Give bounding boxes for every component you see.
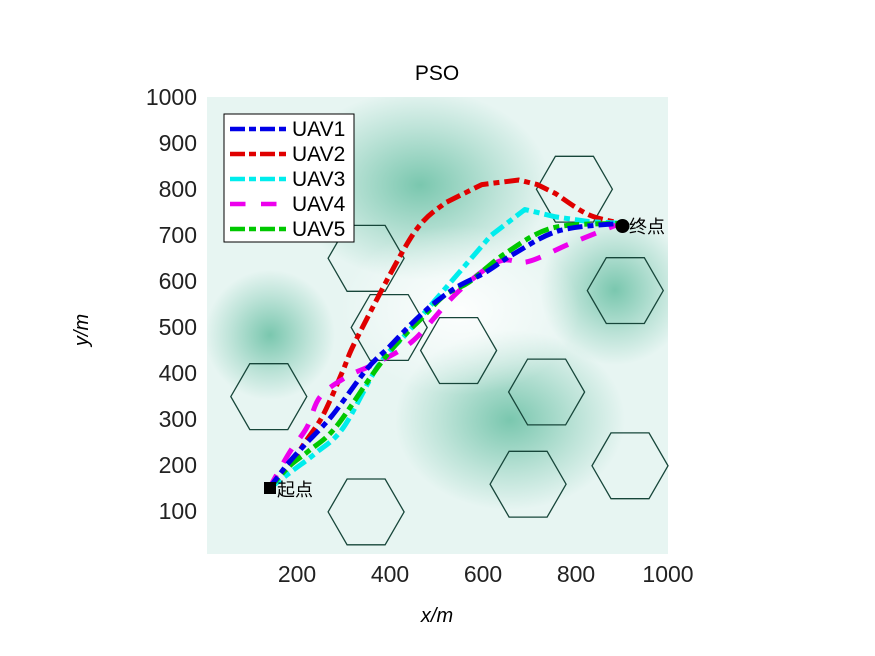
svg-text:1000: 1000 [642,561,693,587]
svg-text:800: 800 [159,176,197,202]
svg-text:1000: 1000 [146,84,197,110]
svg-text:x/m: x/m [420,605,453,627]
svg-text:起点: 起点 [277,480,313,500]
svg-text:800: 800 [557,561,595,587]
svg-text:600: 600 [159,268,197,294]
svg-text:y/m: y/m [71,314,93,348]
svg-text:UAV5: UAV5 [292,218,345,241]
svg-text:PSO: PSO [415,62,459,85]
svg-text:100: 100 [159,498,197,524]
svg-text:600: 600 [464,561,502,587]
svg-text:900: 900 [159,130,197,156]
svg-text:500: 500 [159,314,197,340]
svg-text:UAV3: UAV3 [292,168,345,191]
svg-text:UAV4: UAV4 [292,193,346,216]
svg-text:UAV2: UAV2 [292,143,345,166]
svg-text:200: 200 [159,452,197,478]
svg-text:400: 400 [159,360,197,386]
svg-text:400: 400 [371,561,409,587]
svg-text:300: 300 [159,406,197,432]
svg-text:UAV1: UAV1 [292,118,345,141]
svg-text:700: 700 [159,222,197,248]
svg-text:终点: 终点 [629,217,665,237]
svg-text:200: 200 [278,561,316,587]
